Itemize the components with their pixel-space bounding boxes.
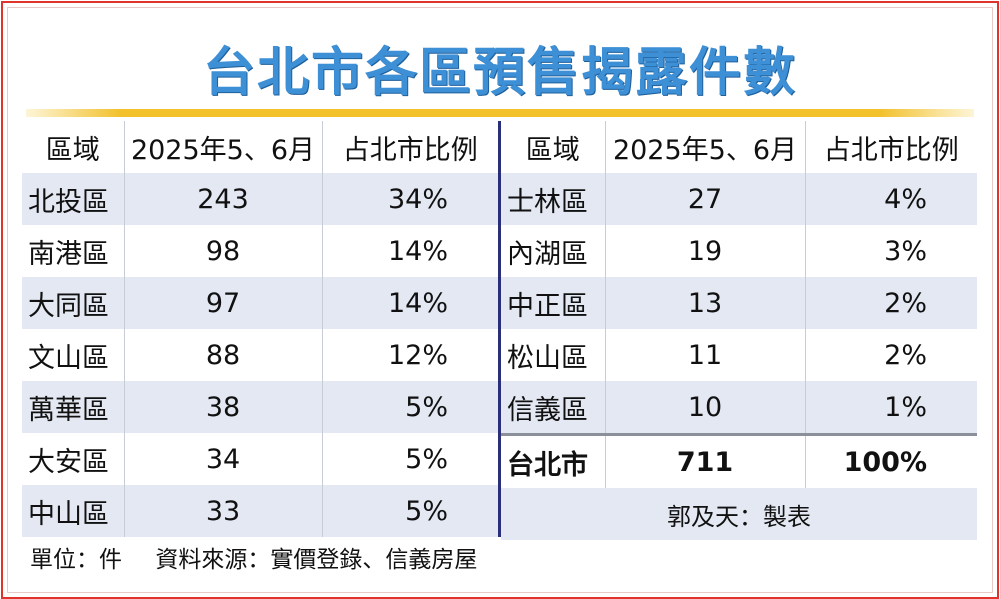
header-share: 占北市比例 bbox=[321, 121, 498, 173]
left-table: 區域 2025年5、6月 占北市比例 北投區 243 34% 南港區 98 14… bbox=[22, 121, 498, 537]
share-cell: 3% bbox=[804, 225, 977, 277]
title-underline bbox=[26, 109, 974, 117]
share-cell: 1% bbox=[804, 381, 977, 435]
share-cell: 12% bbox=[321, 329, 498, 381]
count-cell: 10 bbox=[604, 381, 805, 435]
count-cell: 34 bbox=[123, 433, 322, 485]
share-cell: 4% bbox=[804, 173, 977, 225]
count-cell: 27 bbox=[604, 173, 805, 225]
right-table: 區域 2025年5、6月 占北市比例 士林區 27 4% 內湖區 19 3% 中… bbox=[501, 121, 977, 540]
credit-row: 郭及天：製表 bbox=[501, 488, 977, 540]
district-cell: 北投區 bbox=[22, 173, 124, 225]
table-row: 內湖區 19 3% bbox=[501, 225, 977, 277]
total-row: 台北市 711 100% bbox=[501, 433, 977, 488]
table-row: 士林區 27 4% bbox=[501, 173, 977, 225]
table-row: 萬華區 38 5% bbox=[22, 381, 498, 433]
district-cell: 士林區 bbox=[501, 173, 605, 225]
table-row: 中正區 13 2% bbox=[501, 277, 977, 329]
share-cell: 14% bbox=[321, 225, 498, 277]
table-credit: 郭及天：製表 bbox=[501, 488, 977, 540]
footnote: 單位：件 資料來源：實價登錄、信義房屋 bbox=[30, 540, 477, 574]
count-cell: 98 bbox=[123, 225, 322, 277]
header-count: 2025年5、6月 bbox=[123, 121, 322, 173]
district-cell: 信義區 bbox=[501, 381, 605, 435]
page-title: 台北市各區預售揭露件數 bbox=[202, 43, 797, 103]
table-header-row: 區域 2025年5、6月 占北市比例 bbox=[501, 121, 977, 173]
header-district: 區域 bbox=[525, 134, 580, 166]
header-count: 2025年5、6月 bbox=[604, 121, 805, 173]
count-cell: 19 bbox=[604, 225, 805, 277]
district-cell: 大安區 bbox=[28, 446, 109, 478]
total-count-cell: 711 bbox=[604, 433, 805, 488]
count-cell: 97 bbox=[123, 277, 322, 329]
count-cell: 11 bbox=[604, 329, 805, 381]
source-note: 資料來源：實價登錄、信義房屋 bbox=[155, 547, 478, 573]
table-row: 北投區 243 34% bbox=[22, 173, 498, 225]
share-cell: 2% bbox=[804, 329, 977, 381]
count-cell: 33 bbox=[123, 485, 322, 537]
header-share: 占北市比例 bbox=[804, 121, 977, 173]
share-cell: 5% bbox=[321, 381, 498, 433]
district-cell: 大同區 bbox=[22, 277, 124, 329]
table-row: 大安區 34 5% bbox=[22, 433, 498, 485]
header-district: 區域 bbox=[45, 134, 100, 166]
count-cell: 38 bbox=[123, 381, 322, 433]
share-cell: 2% bbox=[804, 277, 977, 329]
table-row: 信義區 10 1% bbox=[501, 381, 977, 435]
table-row: 松山區 11 2% bbox=[501, 329, 977, 381]
table-row: 文山區 88 12% bbox=[22, 329, 498, 381]
count-cell: 88 bbox=[123, 329, 322, 381]
share-cell: 5% bbox=[321, 485, 498, 537]
count-cell: 243 bbox=[123, 173, 322, 225]
total-share-cell: 100% bbox=[804, 433, 977, 488]
district-cell: 松山區 bbox=[507, 342, 588, 374]
district-cell: 內湖區 bbox=[507, 238, 588, 270]
share-cell: 34% bbox=[321, 173, 498, 225]
share-cell: 14% bbox=[321, 277, 498, 329]
table-row: 大同區 97 14% bbox=[22, 277, 498, 329]
district-cell: 中正區 bbox=[501, 277, 605, 329]
district-cell: 萬華區 bbox=[22, 381, 124, 433]
frame-inner-border bbox=[7, 7, 993, 593]
column-divider bbox=[498, 121, 501, 537]
table-row: 南港區 98 14% bbox=[22, 225, 498, 277]
table-row: 中山區 33 5% bbox=[22, 485, 498, 537]
total-district-cell: 台北市 bbox=[501, 433, 605, 488]
district-cell: 中山區 bbox=[22, 485, 124, 537]
district-cell: 南港區 bbox=[28, 238, 109, 270]
unit-note: 單位：件 bbox=[30, 547, 122, 573]
district-cell: 文山區 bbox=[28, 342, 109, 374]
count-cell: 13 bbox=[604, 277, 805, 329]
share-cell: 5% bbox=[321, 433, 498, 485]
table-header-row: 區域 2025年5、6月 占北市比例 bbox=[22, 121, 498, 173]
